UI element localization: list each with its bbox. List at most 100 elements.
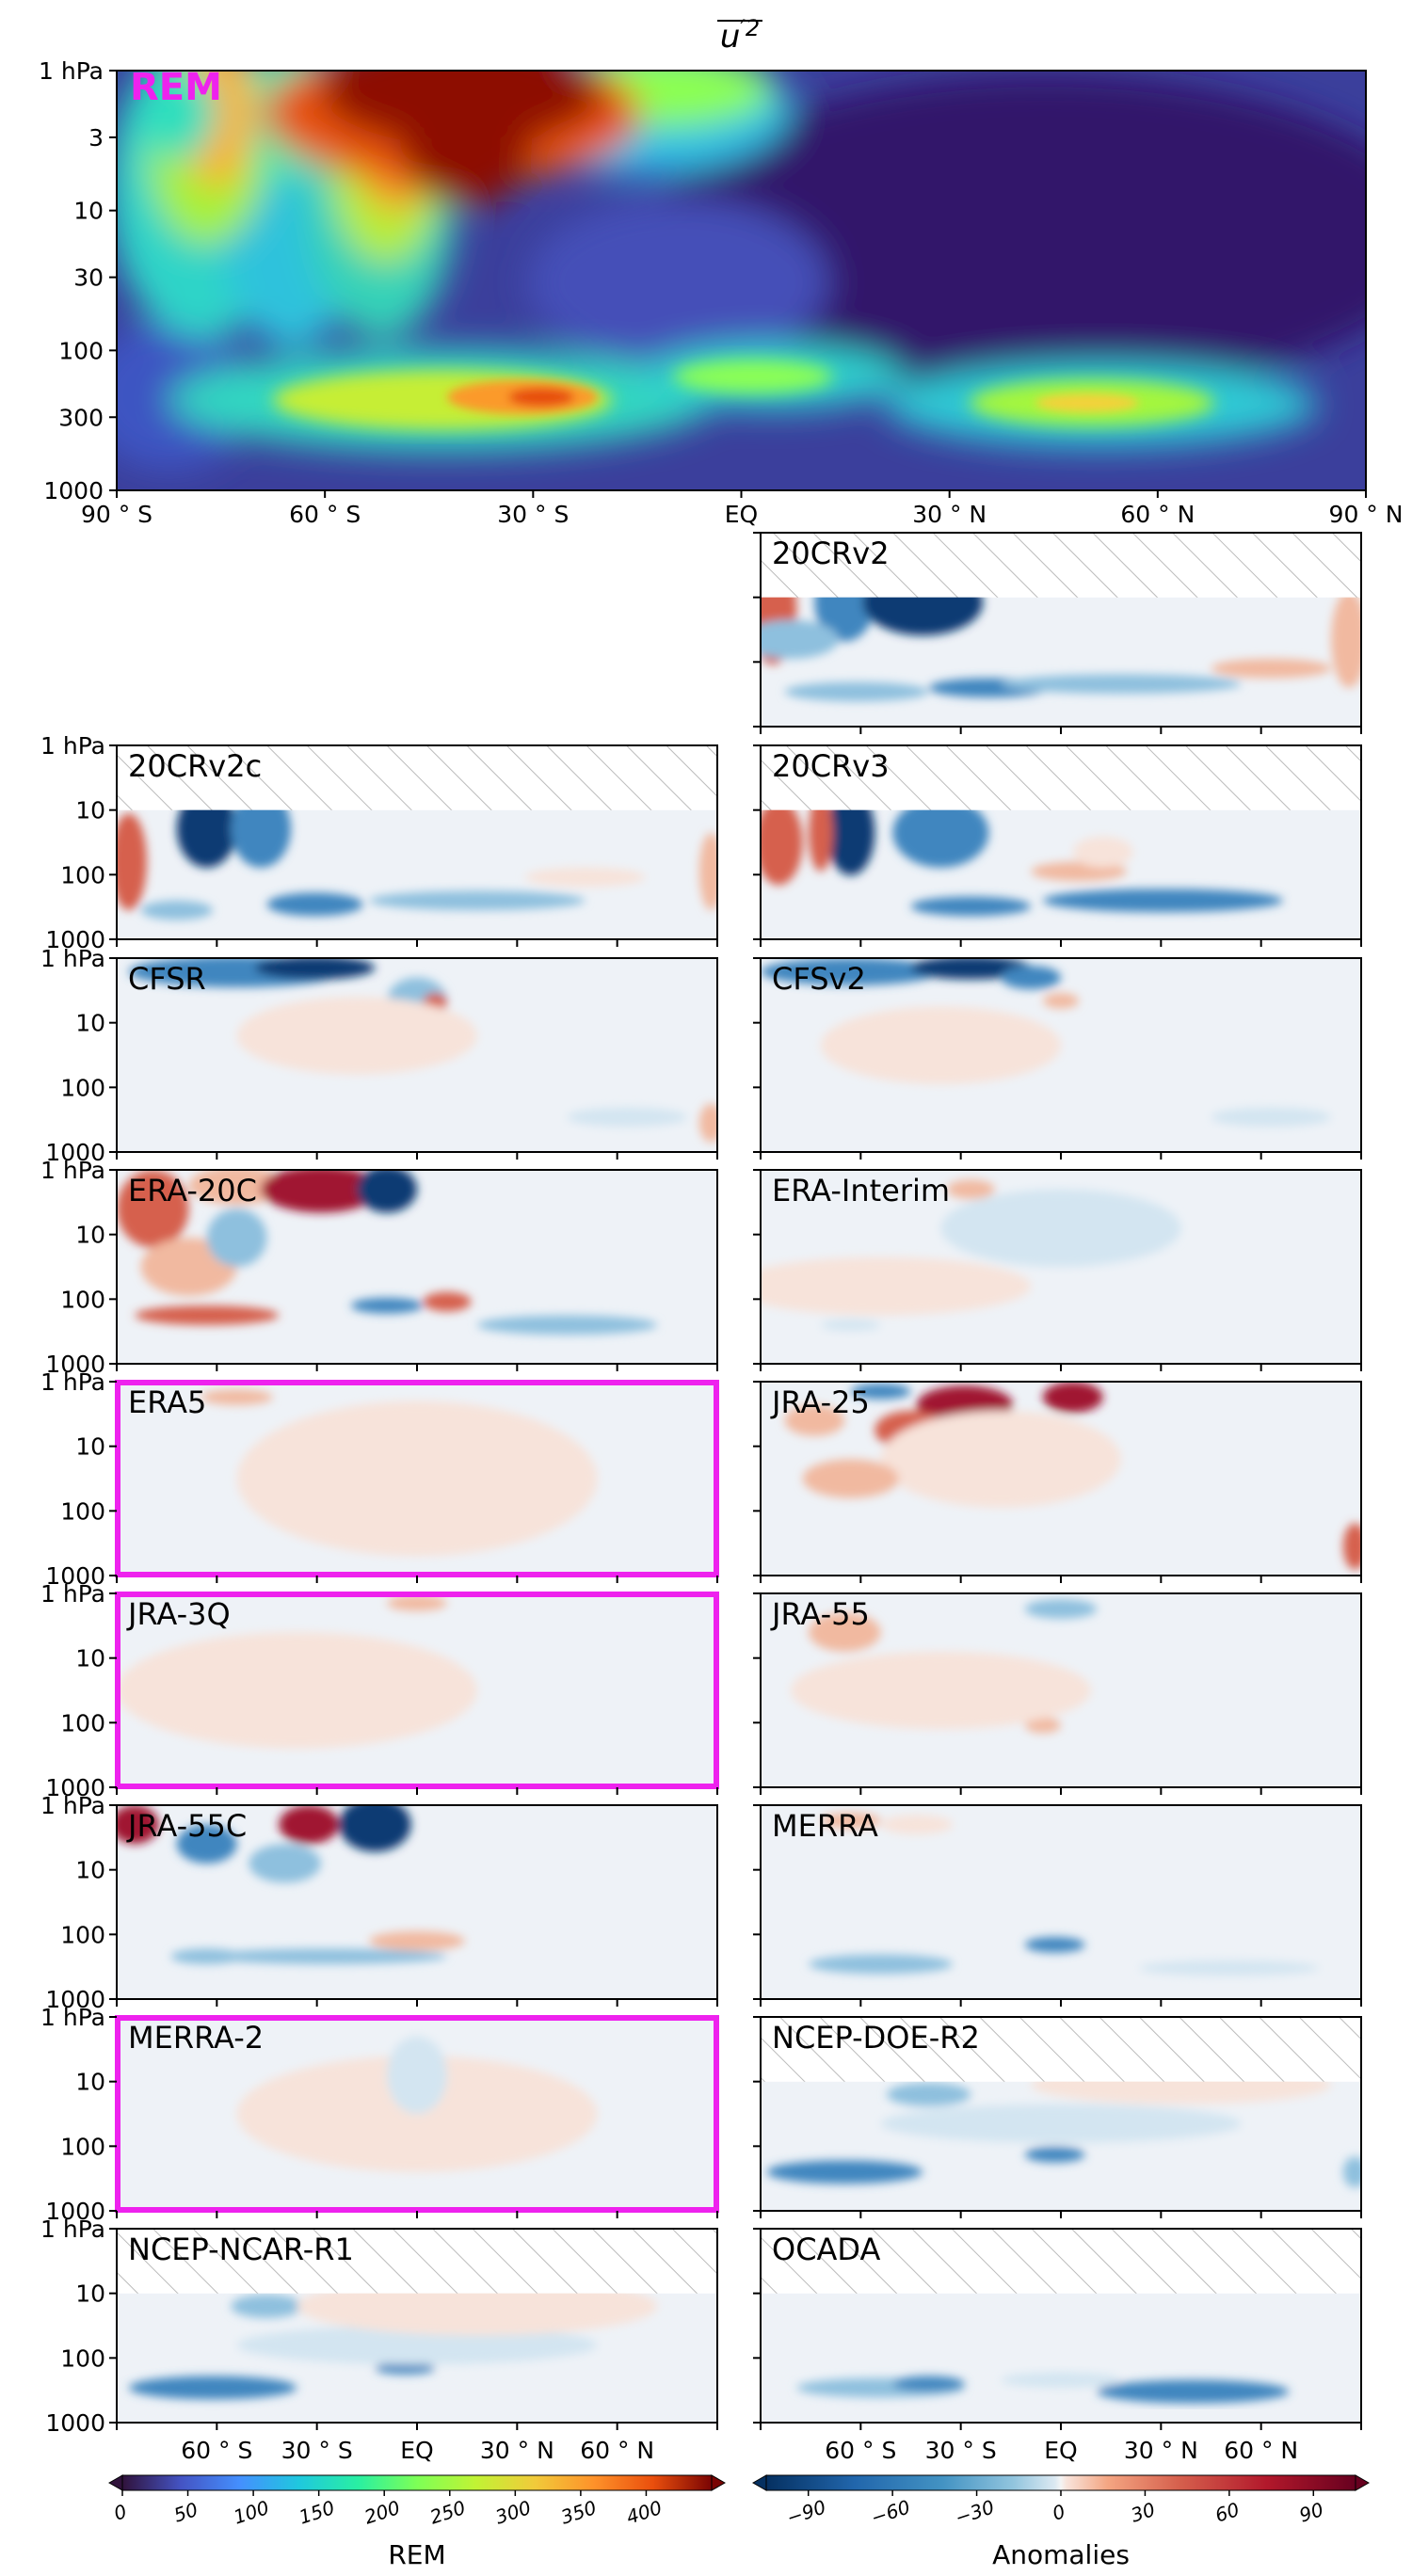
y-tick-label: 1000	[45, 1351, 105, 1378]
x-tick-label: 30 ° S	[281, 2437, 353, 2464]
panel-field	[117, 745, 717, 939]
y-tick-label: 1000	[45, 926, 105, 953]
panel-field	[117, 1170, 717, 1364]
panel-field	[761, 1805, 1361, 1999]
colorbar-rem: 0 50 100 150 200 250 300 350 400 REM	[107, 2474, 727, 2570]
panel-cfsr: CFSR 1 hPa 10 100 1000	[40, 945, 718, 1166]
panel-label: CFSv2	[772, 961, 866, 997]
y-tick-label: 100	[58, 337, 104, 364]
panel-ncep-ncar-r1: NCEP-NCAR-R1 1 hPa 10 100 1000 60 ° S 30 ° S EQ…	[40, 2216, 718, 2464]
highlight-frame	[115, 1380, 719, 1577]
figure-title: u′2	[717, 15, 762, 56]
anomaly-panels: 20CRv2 20CRv2c 1 hPa 10 100 1000 20CRv3 CFSR 1 h…	[40, 532, 1362, 2464]
y-tick-label: 3	[88, 124, 104, 152]
y-tick-label: 1 hPa	[40, 732, 105, 760]
title-main: u	[720, 18, 741, 56]
highlight-frame	[115, 2015, 719, 2213]
panel-20crv3: 20CRv3	[753, 744, 1362, 947]
panel-field	[117, 2229, 717, 2423]
colorbar-bar	[765, 2474, 1356, 2491]
y-tick-label: 100	[60, 1921, 105, 1948]
y-tick-label: 10	[75, 1645, 105, 1672]
y-tick-label: 10	[75, 1857, 105, 1884]
x-tick-label: 90 ° N	[1329, 501, 1404, 528]
y-tick-label: 1000	[45, 1139, 105, 1166]
panel-field	[761, 533, 1361, 727]
x-tick-label: 30 ° N	[912, 501, 987, 528]
panel-era-interim: ERA-Interim	[753, 1169, 1362, 1371]
x-tick-label: EQ	[725, 501, 758, 528]
panel-label: JRA-55	[770, 1596, 870, 1632]
panel-label: NCEP-DOE-R2	[772, 2020, 980, 2056]
x-tick-label: 60 ° N	[1120, 501, 1195, 528]
y-tick-label: 10	[75, 1222, 105, 1249]
x-tick-label: 60 ° S	[181, 2437, 252, 2464]
y-tick-label: 100	[60, 1709, 105, 1736]
colorbar-tick-label: 90	[1296, 2498, 1326, 2527]
colorbar-title: Anomalies	[992, 2539, 1130, 2570]
y-tick-label: 1000	[43, 477, 104, 504]
panel-label: JRA-25	[770, 1384, 870, 1420]
colorbar-tick-label: −60	[868, 2495, 913, 2529]
panel-20crv2: 20CRv2	[753, 532, 1362, 734]
panel-cfsv2: CFSv2	[753, 957, 1362, 1160]
colorbar-tick-label: −30	[953, 2495, 998, 2529]
colorbar-tick-label: 400	[623, 2496, 665, 2529]
x-tick-label: 60 ° S	[289, 501, 361, 528]
y-tick-label: 1000	[45, 1986, 105, 2013]
y-tick-label: 1 hPa	[40, 945, 105, 972]
colorbar-tick-label: 0	[1050, 2500, 1068, 2525]
x-tick-label: 60 ° N	[580, 2437, 654, 2464]
y-tick-label: 100	[60, 2133, 105, 2160]
panel-jra-25: JRA-25	[753, 1381, 1362, 1583]
panel-label: MERRA-2	[128, 2020, 264, 2056]
panel-merra: MERRA	[753, 1804, 1362, 2007]
colorbar-tick-label: 0	[111, 2500, 130, 2525]
y-tick-label: 1000	[45, 1562, 105, 1590]
y-tick-label: 1 hPa	[40, 1792, 105, 1819]
panel-label: 20CRv3	[772, 748, 890, 784]
x-tick-label: 30 ° S	[497, 501, 569, 528]
top-x-axis: 90 ° S 60 ° S 30 ° S EQ 30 ° N 60 ° N 90 ° N	[81, 490, 1403, 528]
panel-label: NCEP-NCAR-R1	[128, 2232, 354, 2267]
colorbar-tick-label: 50	[171, 2498, 201, 2527]
colorbars: 0 50 100 150 200 250 300 350 400 REM −90 −60 −30 0 30 6…	[107, 2474, 1371, 2570]
rem-field	[117, 71, 1366, 490]
panel-label: ERA-Interim	[772, 1173, 950, 1208]
colorbar-anomalies: −90 −60 −30 0 30 60 90 Anomalies	[751, 2474, 1371, 2570]
title-superscript: ′2	[740, 15, 760, 41]
panel-label: CFSR	[128, 961, 206, 997]
panel-field	[117, 1382, 717, 1576]
y-tick-label: 100	[60, 1286, 105, 1313]
x-tick-label: 60 ° S	[825, 2437, 896, 2464]
colorbar-tick-label: 150	[297, 2496, 338, 2529]
y-tick-label: 1 hPa	[40, 1368, 105, 1396]
y-tick-label: 1 hPa	[39, 57, 104, 85]
y-tick-label: 30	[73, 264, 104, 292]
panel-field	[761, 958, 1361, 1152]
rem-panel: REM 1 hPa 3 10 30 100 300 1000 90 ° S 60 ° S 30 …	[39, 57, 1403, 528]
y-tick-label: 1 hPa	[40, 2004, 105, 2031]
panel-merra-2: MERRA-2 1 hPa 10 100 1000	[40, 2004, 719, 2225]
y-tick-label: 100	[60, 1074, 105, 1101]
panel-20crv2c: 20CRv2c 1 hPa 10 100 1000	[40, 732, 718, 953]
highlight-frame	[115, 1592, 719, 1789]
x-tick-label: 90 ° S	[81, 501, 152, 528]
y-tick-label: 100	[60, 1497, 105, 1525]
y-tick-label: 1 hPa	[40, 1580, 105, 1608]
top-y-axis: 1 hPa 3 10 30 100 300 1000	[39, 57, 117, 504]
y-tick-label: 10	[73, 198, 104, 225]
colorbar-tick-label: 60	[1212, 2498, 1243, 2527]
x-tick-label: 60 ° N	[1224, 2437, 1298, 2464]
panel-jra-3q: JRA-3Q 1 hPa 10 100 1000	[40, 1580, 719, 1801]
colorbar-tick-label: 200	[361, 2496, 403, 2529]
colorbar-tick-label: 300	[492, 2496, 534, 2529]
panel-ncep-doe-r2: NCEP-DOE-R2	[753, 2016, 1362, 2218]
panel-field	[761, 1170, 1361, 1364]
panel-field	[761, 1593, 1361, 1787]
panel-label: MERRA	[772, 1808, 878, 1844]
y-tick-label: 100	[60, 2344, 105, 2372]
x-tick-label: EQ	[1044, 2437, 1077, 2464]
colorbar-bar	[121, 2474, 713, 2491]
colorbar-tick-label: 30	[1128, 2498, 1158, 2527]
